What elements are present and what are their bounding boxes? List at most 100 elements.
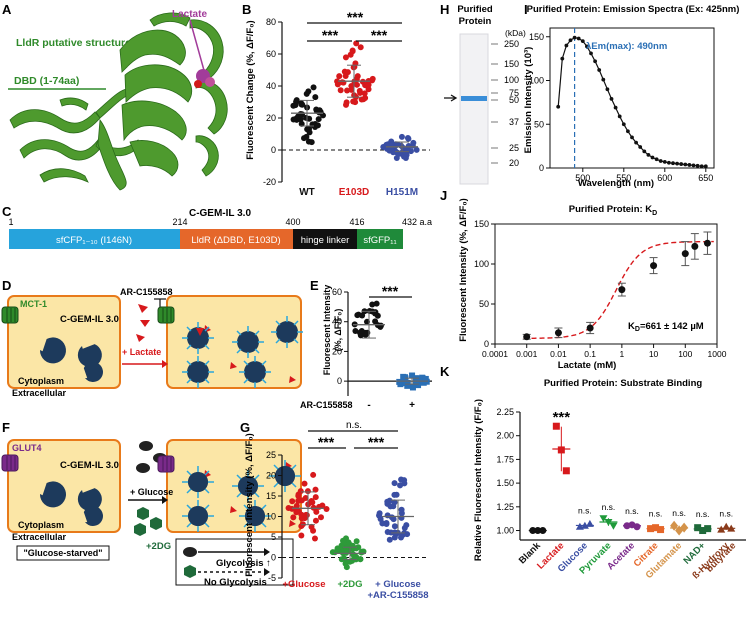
- data-point: [412, 379, 419, 386]
- data-point: [334, 545, 341, 552]
- sig-wt-e103d: ***: [322, 27, 339, 43]
- spectrum-point: [605, 87, 610, 92]
- data-point: [306, 115, 313, 122]
- panel-e-ylabel-2: (%, ΔF/F₀): [333, 309, 343, 352]
- panel-j-xlabel: Lactate (mM): [558, 360, 617, 371]
- data-point: [372, 310, 379, 317]
- panel-e-group-title: AR-C155858: [300, 400, 353, 410]
- panel-g-xlabel-glucose-ar: + Glucose: [375, 579, 421, 590]
- spectrum-point: [658, 159, 663, 163]
- segment-sfgfp: [357, 229, 403, 249]
- kd-sub: D: [635, 326, 640, 333]
- panel-i-chart: Purified Protein: Emission Spectra (Ex: …: [523, 4, 739, 189]
- data-point: [703, 239, 711, 247]
- y-tick-label: 40: [332, 317, 342, 327]
- lactate-label: Lactate: [172, 9, 207, 20]
- mct1-transporter: [1, 306, 19, 324]
- spectrum-point: [654, 157, 659, 162]
- panel-k-axes: 1.00 1.25 1.50 1.75 2.00 2.25: [496, 407, 746, 541]
- data-point: [344, 87, 351, 94]
- dbd-label: DBD (1-74aa): [14, 75, 79, 87]
- data-point: [349, 48, 356, 55]
- spectrum-point: [703, 164, 708, 169]
- marker-label: 150: [504, 59, 519, 69]
- data-point: [657, 526, 665, 534]
- segment-sfgfp-label: sfGFP₁₁: [363, 235, 396, 246]
- data-point: [398, 476, 405, 483]
- spectrum-point: [683, 162, 688, 167]
- marker-label: 20: [509, 158, 519, 168]
- data-point: [681, 250, 689, 258]
- y-tick-label: 0: [271, 553, 276, 563]
- panel-letter-e: E: [310, 278, 319, 293]
- gel-band-arrow: [444, 94, 458, 102]
- data-point: [317, 514, 324, 521]
- data-point: [404, 135, 411, 142]
- spectrum-point: [609, 96, 614, 101]
- data-point: [357, 44, 364, 51]
- spectrum-point: [671, 161, 675, 166]
- data-point: [312, 517, 319, 524]
- marker-label: 250: [504, 39, 519, 49]
- data-point: [289, 498, 296, 505]
- spectrum-point: [646, 152, 651, 157]
- segment-lldr-label: LldR (ΔDBD, E103D): [191, 235, 280, 246]
- x-tick-label: 0.001: [516, 349, 538, 359]
- gel-lane: [459, 33, 489, 185]
- data-point: [304, 488, 311, 495]
- panel-h-gel: Purified Protein (kDa) 25015010075503725…: [444, 4, 526, 185]
- panel-letter-j: J: [440, 188, 447, 203]
- panel-c-construct: C-GEM-IL 3.0 1 214 400 416 432 a.a sfCFP…: [8, 208, 432, 249]
- y-tick-label: 100: [529, 76, 544, 86]
- spectrum-point: [621, 122, 626, 127]
- panel-letter-b: B: [242, 2, 251, 17]
- panel-letter-a: A: [2, 2, 12, 17]
- data-point: [337, 87, 344, 94]
- spectrum-point: [687, 163, 692, 167]
- position-432: 432 a.a: [402, 217, 432, 227]
- legend-glycolysis-label: Glycolysis ↑: [216, 558, 271, 569]
- data-point: [299, 101, 306, 108]
- panel-j-title: Purified Protein: KD: [569, 204, 657, 217]
- data-point: [309, 121, 316, 128]
- data-point: [334, 81, 341, 88]
- data-point: [298, 497, 305, 504]
- marker-label: 50: [509, 95, 519, 105]
- segment-hinge-label: hinge linker: [301, 235, 350, 246]
- y-tick-label: 60: [332, 287, 342, 297]
- data-point: [353, 40, 360, 47]
- spectrum-point: [691, 163, 696, 168]
- panel-g-xlabel-glucose: +Glucose: [282, 579, 325, 590]
- y-tick-label: 0: [271, 145, 276, 155]
- glut4-transporter-after: [157, 455, 175, 473]
- significance-label: n.s.: [602, 502, 616, 512]
- panel-i-xlabel: Wavelength (nm): [578, 178, 654, 189]
- sensors-inactive-f: [39, 481, 103, 526]
- spectrum-point: [576, 36, 581, 41]
- x-tick-label: 0.0001: [482, 349, 508, 359]
- spectrum-point: [638, 145, 643, 149]
- position-416: 416: [349, 217, 364, 227]
- y-tick-label: 25: [266, 450, 276, 460]
- data-point: [361, 90, 368, 97]
- 2dg-molecules: [134, 507, 162, 536]
- data-point: [352, 328, 359, 335]
- data-point: [362, 331, 369, 338]
- y-tick-label: 5: [271, 532, 276, 542]
- data-point: [314, 122, 321, 129]
- data-point: [699, 527, 707, 535]
- data-point: [618, 286, 626, 294]
- data-point: [356, 87, 363, 94]
- lactate-arrowhead: [162, 360, 168, 368]
- spectrum-point: [630, 135, 634, 140]
- spectrum-point: [634, 140, 638, 145]
- legend-glycolysis-arrowhead: [264, 548, 270, 556]
- data-point: [384, 512, 391, 519]
- cytoplasm-label-d: Cytoplasm: [18, 376, 64, 386]
- significance-label: ***: [553, 409, 571, 426]
- cell-before-f: [7, 439, 121, 533]
- data-point: [363, 318, 370, 325]
- spectrum-point: [650, 155, 655, 160]
- data-point: [398, 133, 405, 140]
- panel-j-axes: 0 50 100 150 0.0001 0.001 0.01 0.1 1 10 100 1000: [474, 219, 727, 359]
